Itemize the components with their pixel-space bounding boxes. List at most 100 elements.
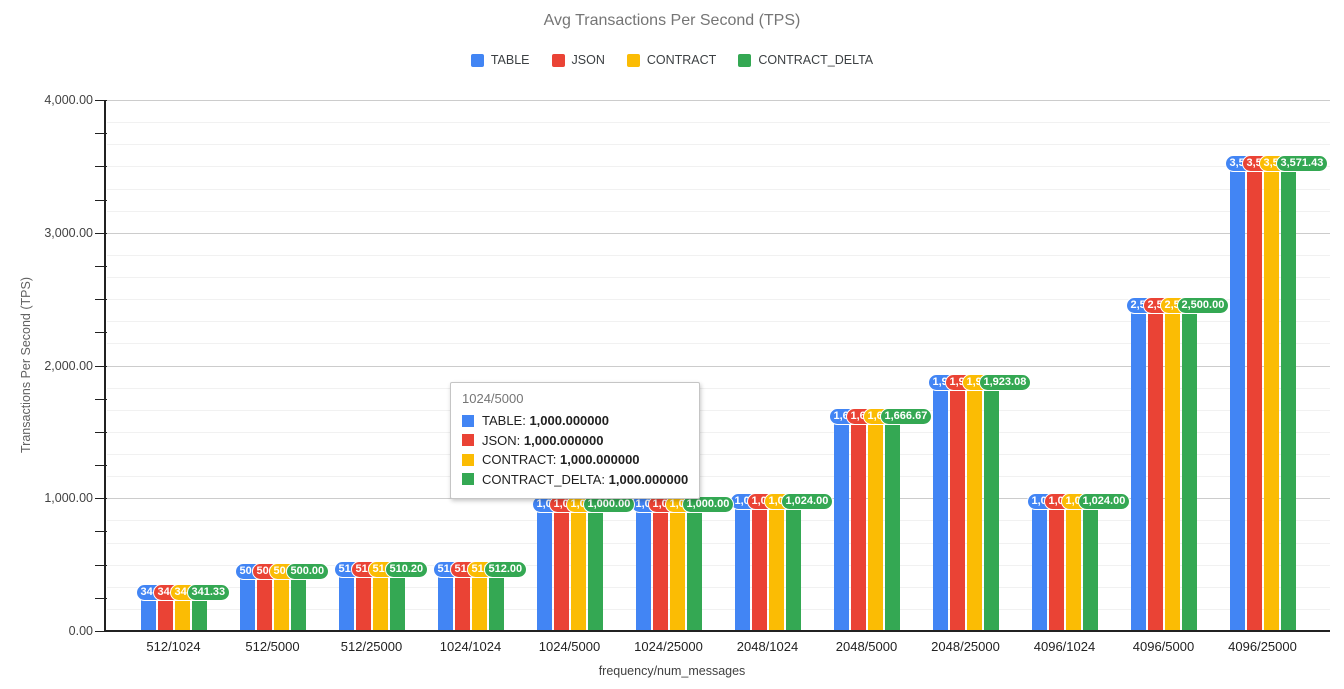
bar-json-1024/1024[interactable]: [454, 563, 470, 631]
bar-table-1024/25000[interactable]: [635, 498, 651, 632]
chart-title: Avg Transactions Per Second (TPS): [543, 12, 801, 29]
bar-table-4096/25000[interactable]: [1229, 156, 1245, 631]
bar-json-2048/5000[interactable]: [850, 409, 866, 631]
bar-contract-2048/1024[interactable]: [768, 495, 784, 631]
bar-json-1024/25000[interactable]: [652, 498, 668, 632]
x-axis-title: frequency/num_messages: [598, 664, 746, 678]
y-axis-tick: [95, 531, 107, 533]
x-axis-label-512/1024: 512/1024: [146, 639, 201, 654]
bar-json-2048/1024[interactable]: [751, 495, 767, 631]
bar-contract_delta-1024/5000[interactable]: [587, 498, 603, 632]
bar-json-2048/25000[interactable]: [949, 375, 965, 631]
bar-contract_delta-4096/1024[interactable]: [1082, 495, 1098, 631]
minor-gridline: [107, 343, 1330, 345]
tooltip-swatch-icon: [462, 473, 474, 486]
major-gridline: [107, 232, 1330, 234]
bar-contract_delta-2048/5000[interactable]: [884, 409, 900, 631]
bar-json-4096/1024[interactable]: [1048, 495, 1064, 631]
bar-table-2048/1024[interactable]: [734, 495, 750, 631]
bar-value-label: 1,666.67: [880, 408, 932, 424]
bar-contract_delta-4096/5000[interactable]: [1181, 299, 1197, 631]
x-axis-label-512/5000: 512/5000: [245, 639, 300, 654]
minor-gridline: [107, 210, 1330, 212]
tooltip-series-text: CONTRACT: 1,000.000000: [482, 452, 640, 467]
tooltip-row-contract_delta: CONTRACT_DELTA: 1,000.000000: [462, 470, 688, 490]
bar-json-512/25000[interactable]: [355, 563, 371, 631]
bar-contract-1024/25000[interactable]: [669, 498, 685, 632]
bar-json-4096/5000[interactable]: [1147, 299, 1163, 631]
x-axis-label-2048/5000: 2048/5000: [835, 639, 898, 654]
bar-contract_delta-512/25000[interactable]: [389, 563, 405, 631]
legend-swatch-icon: [470, 53, 484, 67]
bar-table-512/5000[interactable]: [239, 564, 255, 631]
x-axis-label-4096/25000: 4096/25000: [1228, 639, 1297, 654]
minor-gridline: [107, 520, 1330, 522]
y-axis-label: 3,000.00: [44, 225, 93, 240]
bar-contract_delta-1024/1024[interactable]: [488, 563, 504, 631]
y-axis-tick: [95, 133, 107, 135]
bar-contract_delta-2048/25000[interactable]: [983, 375, 999, 631]
bar-contract-4096/1024[interactable]: [1065, 495, 1081, 631]
bar-contract-2048/5000[interactable]: [867, 409, 883, 631]
bar-contract-512/25000[interactable]: [372, 563, 388, 631]
bar-contract-512/5000[interactable]: [273, 564, 289, 631]
legend: TABLE JSON CONTRACT CONTRACT_DELTA: [0, 53, 1344, 67]
bar-contract_delta-2048/1024[interactable]: [785, 495, 801, 631]
y-axis-tick: [95, 166, 107, 168]
bar-table-2048/5000[interactable]: [833, 409, 849, 631]
x-axis-label-1024/1024: 1024/1024: [439, 639, 502, 654]
minor-gridline: [107, 608, 1330, 610]
bar-contract_delta-1024/25000[interactable]: [686, 498, 702, 632]
bar-contract-1024/1024[interactable]: [471, 563, 487, 631]
bar-table-512/25000[interactable]: [338, 563, 354, 631]
bar-value-label: 512.00: [484, 562, 527, 577]
bar-table-4096/1024[interactable]: [1031, 495, 1047, 631]
y-axis-title: Transactions Per Second (TPS): [19, 277, 33, 453]
bar-value-label: 2,500.00: [1177, 298, 1229, 314]
bar-value-label: 341.33: [187, 584, 230, 600]
y-axis-tick: [95, 631, 107, 632]
bar-value-label: 1,024.00: [1078, 494, 1130, 510]
legend-swatch-icon: [626, 53, 640, 67]
legend-item-contract_delta: CONTRACT_DELTA: [738, 53, 873, 67]
y-axis-tick: [95, 199, 107, 201]
bar-table-4096/5000[interactable]: [1130, 299, 1146, 631]
bar-contract-4096/5000[interactable]: [1164, 299, 1180, 631]
bar-json-512/5000[interactable]: [256, 564, 272, 631]
y-axis-line: [104, 100, 106, 631]
major-gridline: [107, 100, 1330, 101]
bar-contract-2048/25000[interactable]: [966, 375, 982, 631]
bar-value-label: 500.00: [286, 563, 329, 579]
bar-contract_delta-512/5000[interactable]: [290, 564, 306, 631]
bar-table-1024/5000[interactable]: [536, 498, 552, 632]
tooltip-swatch-icon: [462, 453, 474, 466]
hover-tooltip: 1024/5000 TABLE: 1,000.000000 JSON: 1,000…: [450, 382, 701, 499]
y-axis-tick: [95, 365, 107, 367]
bar-contract_delta-4096/25000[interactable]: [1280, 156, 1296, 631]
bar-table-2048/25000[interactable]: [932, 375, 948, 631]
bar-json-1024/5000[interactable]: [553, 498, 569, 632]
minor-gridline: [107, 166, 1330, 168]
bar-contract-4096/25000[interactable]: [1263, 156, 1279, 631]
bar-value-label: 510.20: [385, 562, 428, 578]
legend-item-contract: CONTRACT: [626, 53, 717, 67]
bar-table-1024/1024[interactable]: [437, 563, 453, 631]
bar-value-label: 1,000.00: [583, 497, 635, 513]
legend-label: JSON: [571, 53, 605, 67]
tooltip-row-json: JSON: 1,000.000000: [462, 431, 688, 451]
legend-label: CONTRACT: [646, 53, 717, 67]
y-axis-tick: [95, 232, 107, 234]
x-axis-label-1024/25000: 1024/25000: [634, 639, 703, 654]
tooltip-series-text: CONTRACT_DELTA: 1,000.000000: [482, 471, 689, 487]
minor-gridline: [107, 321, 1330, 323]
tooltip-series-text: JSON: 1,000.000000: [482, 432, 604, 448]
y-axis-label: 1,000.00: [44, 491, 93, 506]
y-axis-tick: [95, 332, 107, 334]
bar-contract-1024/5000[interactable]: [570, 498, 586, 632]
tooltip-series-value: 1,000.000000: [529, 413, 609, 428]
tooltip-series-value: 1,000.000000: [523, 432, 604, 448]
tooltip-row-contract: CONTRACT: 1,000.000000: [462, 450, 688, 470]
minor-gridline: [107, 188, 1330, 190]
bar-json-4096/25000[interactable]: [1246, 156, 1262, 631]
